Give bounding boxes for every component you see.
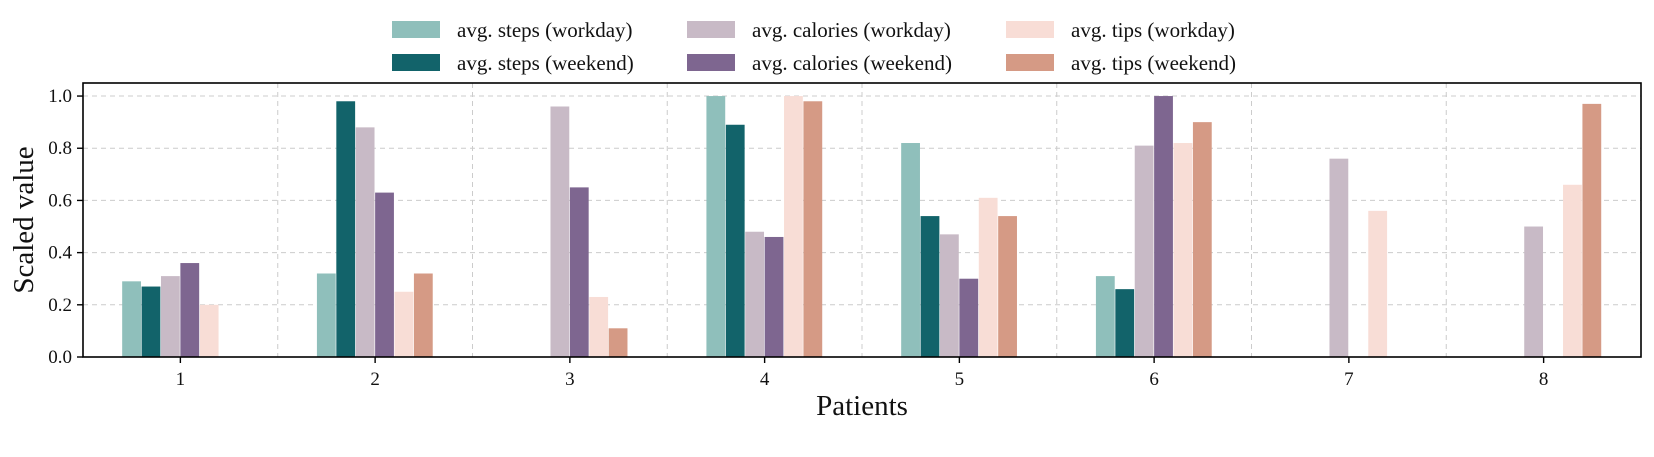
bar	[725, 124, 745, 357]
x-axis: 1 2 3 4 5 6 7 8	[176, 357, 1549, 390]
bar	[998, 216, 1017, 357]
y-tick-label: 0.8	[48, 138, 72, 159]
legend-label: avg. tips (workday)	[1071, 18, 1235, 42]
bars	[122, 96, 1602, 358]
bar	[394, 291, 414, 357]
bar	[1154, 96, 1173, 358]
bar	[413, 273, 433, 357]
y-tick-label: 1.0	[48, 86, 72, 107]
bar	[1524, 226, 1544, 357]
bar	[160, 276, 180, 357]
x-tick-label: 2	[370, 369, 380, 390]
bar	[316, 273, 336, 357]
legend-item: avg. tips (workday)	[1006, 18, 1235, 42]
bar	[920, 216, 940, 357]
bar	[1563, 184, 1582, 357]
x-tick-label: 7	[1344, 369, 1354, 390]
bar	[550, 106, 570, 357]
bar	[569, 187, 589, 357]
x-tick-label: 1	[176, 369, 186, 390]
y-axis: 0.0 0.2 0.4 0.6 0.8 1.0	[48, 86, 83, 368]
legend-swatch	[1006, 21, 1054, 38]
bar	[199, 304, 219, 357]
legend: avg. steps (workday) avg. steps (weekend)…	[392, 18, 1236, 75]
legend-swatch	[687, 21, 735, 38]
legend-swatch	[392, 21, 440, 38]
bar	[764, 236, 784, 357]
bar	[784, 96, 803, 358]
y-tick-label: 0.6	[48, 190, 72, 211]
legend-label: avg. calories (workday)	[752, 18, 951, 42]
bar	[1115, 289, 1135, 357]
x-axis-title: Patients	[816, 390, 908, 422]
y-tick-label: 0.2	[48, 295, 72, 316]
bar	[589, 296, 609, 357]
x-tick-label: 3	[565, 369, 575, 390]
bar	[803, 101, 823, 358]
bar	[978, 197, 998, 357]
bar	[901, 143, 920, 357]
bar	[122, 281, 141, 357]
bar	[375, 192, 394, 357]
bar	[355, 127, 375, 357]
y-axis-title: Scaled value	[8, 146, 40, 293]
gridlines	[83, 83, 1641, 358]
legend-item: avg. tips (weekend)	[1006, 51, 1236, 75]
legend-label: avg. steps (weekend)	[457, 51, 634, 75]
bar	[1134, 145, 1154, 357]
y-tick-label: 0.0	[48, 347, 72, 368]
x-tick-label: 5	[955, 369, 965, 390]
legend-label: avg. calories (weekend)	[752, 51, 952, 75]
bar	[939, 234, 959, 357]
x-tick-label: 4	[760, 369, 770, 390]
legend-label: avg. steps (workday)	[457, 18, 633, 42]
bar	[1582, 103, 1602, 357]
legend-item: avg. steps (weekend)	[392, 51, 634, 75]
x-tick-label: 6	[1149, 369, 1159, 390]
bar	[745, 231, 765, 357]
bar	[1368, 210, 1388, 357]
legend-item: avg. calories (weekend)	[687, 51, 952, 75]
bar	[1095, 276, 1115, 357]
bar	[1173, 143, 1193, 357]
legend-item: avg. steps (workday)	[392, 18, 633, 42]
bar	[959, 278, 979, 357]
legend-item: avg. calories (workday)	[687, 18, 951, 42]
y-tick-label: 0.4	[48, 243, 72, 264]
legend-label: avg. tips (weekend)	[1071, 51, 1236, 75]
bar	[1192, 122, 1212, 358]
bar	[180, 263, 200, 357]
bar	[706, 96, 726, 358]
bar	[336, 101, 356, 358]
bar	[141, 286, 161, 357]
bar	[1329, 158, 1349, 357]
bar	[608, 328, 628, 357]
plot-frame	[82, 82, 1642, 358]
x-tick-label: 8	[1539, 369, 1549, 390]
legend-swatch	[392, 54, 440, 71]
legend-swatch	[1006, 54, 1054, 71]
legend-swatch	[687, 54, 735, 71]
